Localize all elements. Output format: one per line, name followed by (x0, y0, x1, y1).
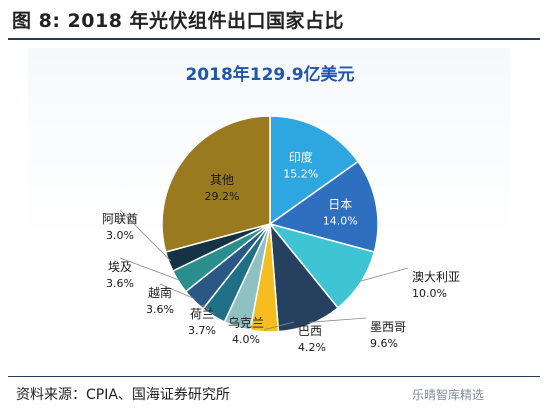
slice-value-7: 3.6% (146, 303, 174, 316)
slice-value-10: 29.2% (205, 190, 240, 203)
source-note: 资料来源：CPIA、国海证券研究所 (16, 384, 230, 404)
slice-label-3: 墨西哥 (370, 320, 406, 334)
slice-label-9: 阿联酋 (102, 211, 138, 226)
slice-value-8: 3.6% (106, 277, 134, 290)
watermark-text: 乐晴智库精选 (412, 386, 484, 403)
chart-title: 2018年129.9亿美元 (185, 64, 354, 85)
slice-label-4: 巴西 (298, 324, 322, 338)
slice-value-0: 15.2% (283, 168, 318, 181)
slice-value-2: 10.0% (412, 287, 447, 300)
slice-label-0: 印度 (289, 150, 313, 165)
slice-value-4: 4.2% (298, 341, 326, 354)
slice-label-8: 埃及 (108, 260, 132, 274)
slice-value-1: 14.0% (323, 214, 358, 227)
pie-chart-panel: 2018年129.9亿美元 印度 15.2% 日本 14.0% 澳大利亚 10.0% 墨西哥… (28, 48, 510, 368)
slice-value-6: 3.7% (188, 324, 216, 337)
source-divider (8, 376, 540, 377)
slice-label-2: 澳大利亚 (412, 270, 460, 284)
slice-label-7: 越南 (148, 285, 172, 300)
pie-chart: 2018年129.9亿美元 印度 15.2% 日本 14.0% 澳大利亚 10.0% 墨西哥… (28, 48, 510, 368)
slice-label-6: 荷兰 (190, 307, 214, 321)
slice-value-5: 4.0% (232, 333, 260, 346)
slice-value-9: 3.0% (106, 229, 134, 242)
figure-title: 图 8: 2018 年光伏组件出口国家占比 (12, 6, 344, 33)
slice-label-5: 乌克兰 (228, 315, 264, 330)
slice-value-3: 9.6% (370, 337, 398, 350)
slice-label-1: 日本 (328, 197, 352, 211)
slice-label-10: 其他 (210, 173, 234, 187)
title-divider (8, 38, 540, 40)
